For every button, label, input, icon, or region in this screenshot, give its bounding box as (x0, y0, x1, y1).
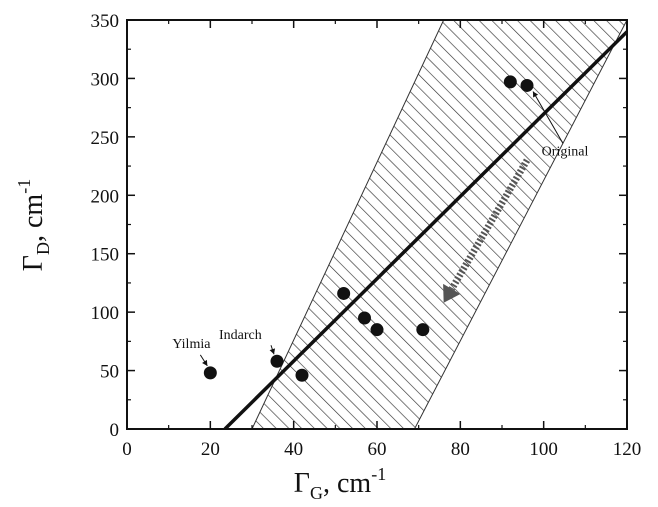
annotation-arrowhead (202, 359, 208, 366)
y-tick-label: 350 (91, 11, 120, 32)
x-axis-title-unit: , cm (323, 468, 371, 499)
plot-area (203, 20, 627, 429)
y-axis-title: ΓD, cm-1 (14, 179, 53, 271)
annotation-arrowhead (533, 91, 539, 98)
x-axis-title-main: Γ (294, 468, 310, 499)
x-tick-label: 80 (451, 439, 470, 460)
y-tick-label: 50 (100, 362, 119, 383)
annotation-pointer (532, 91, 564, 144)
svg-text:ΓD, cm-1: ΓD, cm-1 (14, 179, 53, 271)
annotation-label: Indarch (219, 328, 262, 343)
x-axis-title-sup: -1 (371, 464, 386, 484)
axes: 0 20 40 60 80 100 120 0 50 100 150 200 250 300 350 Yilm… (91, 11, 642, 460)
data-point (416, 323, 430, 337)
hatched-band (251, 20, 627, 429)
y-axis-title-unit: , cm (18, 194, 49, 242)
y-tick-label: 250 (91, 128, 120, 149)
x-tick-label: 100 (529, 439, 558, 460)
annotation-label: Yilmia (172, 337, 211, 352)
annotation-arrowhead (269, 348, 276, 355)
data-point (358, 311, 371, 325)
x-tick-label: 0 (122, 439, 132, 460)
data-point (503, 75, 517, 89)
svg-text:ΓG, cm-1: ΓG, cm-1 (294, 464, 386, 503)
trend-arrow-head (443, 283, 461, 303)
x-tick-label: 40 (284, 439, 303, 460)
fit-line (223, 30, 627, 429)
data-point (520, 78, 534, 92)
y-axis-title-sup: -1 (14, 179, 34, 194)
data-point (337, 286, 351, 300)
x-axis-title: ΓG, cm-1 (294, 464, 386, 503)
y-tick-label: 150 (91, 245, 120, 266)
y-tick-label: 0 (110, 420, 120, 441)
data-point (295, 368, 309, 382)
data-point (370, 323, 384, 337)
y-tick-label: 200 (91, 186, 120, 207)
y-axis-title-sub: D (33, 242, 53, 255)
data-point (270, 354, 284, 368)
y-tick-label: 300 (91, 69, 120, 90)
annotation-label: Original (542, 144, 589, 159)
data-point (203, 366, 217, 380)
x-tick-label: 60 (368, 439, 387, 460)
y-axis-title-main: Γ (18, 255, 49, 271)
x-tick-label: 20 (201, 439, 220, 460)
y-tick-label: 100 (91, 303, 120, 324)
x-tick-label: 120 (613, 439, 642, 460)
x-axis-title-sub: G (310, 483, 323, 503)
trend-arrow-shaft (448, 158, 531, 291)
